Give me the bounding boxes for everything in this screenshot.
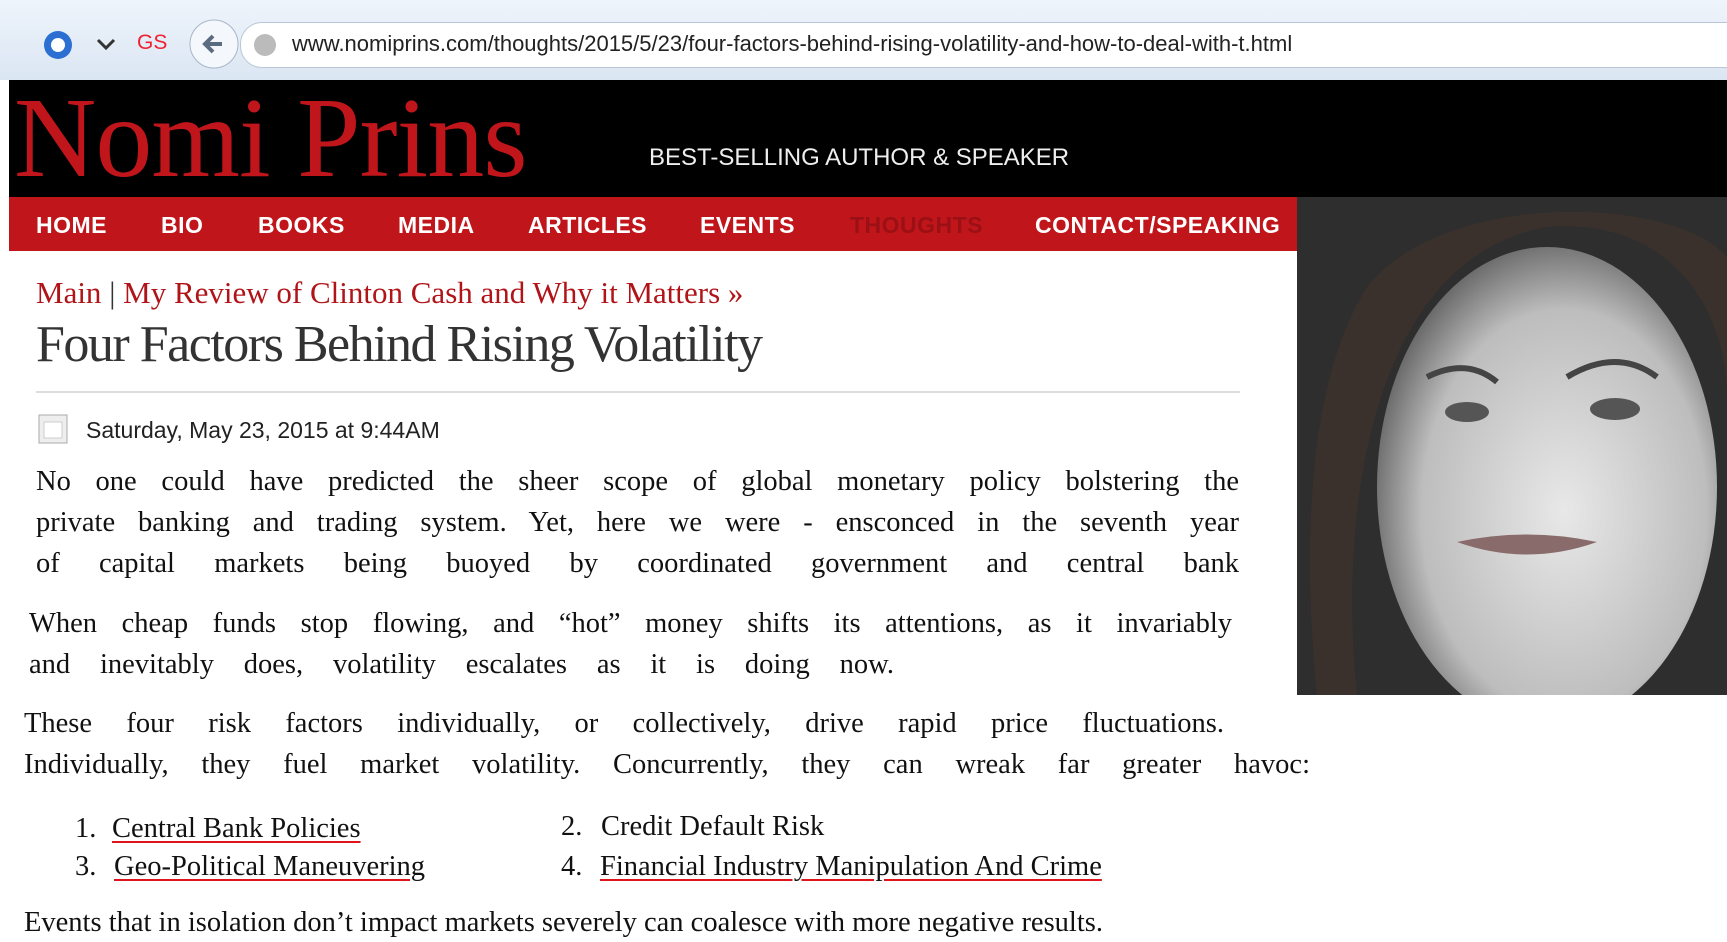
nav-link[interactable]: EVENTS xyxy=(700,212,795,239)
list-link[interactable]: Geo-Political Maneuvering xyxy=(114,851,425,883)
list-item: Credit Default Risk xyxy=(601,811,824,843)
tagline: BEST-SELLING AUTHOR & SPEAKER xyxy=(649,144,1069,172)
article-title: Four Factors Behind Rising Volatility xyxy=(36,315,762,374)
divider xyxy=(36,391,1240,393)
list-link[interactable]: Financial Industry Manipulation And Crim… xyxy=(600,851,1102,883)
list-number: 3. xyxy=(75,851,96,883)
portrait xyxy=(1297,197,1727,695)
paragraph-line: No one could have predicted the sheer sc… xyxy=(36,466,1239,498)
browser-icons xyxy=(40,28,150,62)
breadcrumb-next[interactable]: My Review of Clinton Cash and Why it Mat… xyxy=(123,275,743,310)
nav-link[interactable]: ARTICLES xyxy=(528,212,647,239)
paragraph-line: Individually, they fuel market volatilit… xyxy=(24,749,1310,781)
list-link[interactable]: Central Bank Policies xyxy=(112,813,361,845)
list-number: 2. xyxy=(561,811,582,843)
paragraph-line: private banking and trading system. Yet,… xyxy=(36,507,1239,539)
page: {"browser": {"badge": "GS", "url": "www.… xyxy=(0,0,1727,942)
paragraph-line: When cheap funds stop flowing, and “hot”… xyxy=(29,608,1232,640)
nav-link-active[interactable]: THOUGHTS xyxy=(850,212,983,239)
calendar-icon xyxy=(38,414,68,444)
list-number: 4. xyxy=(561,851,582,883)
site-title[interactable]: Nomi Prins xyxy=(14,72,527,204)
closing-line: Events that in isolation don’t impact ma… xyxy=(24,907,1103,939)
list-number: 1. xyxy=(75,813,96,845)
paragraph-line: and inevitably does, volatility escalate… xyxy=(29,649,894,681)
nav-link[interactable]: BIO xyxy=(161,212,203,239)
globe-icon xyxy=(252,32,278,58)
badge[interactable]: GS xyxy=(137,31,167,55)
nav-link[interactable]: BOOKS xyxy=(258,212,345,239)
breadcrumb: Main | My Review of Clinton Cash and Why… xyxy=(36,275,743,311)
breadcrumb-main[interactable]: Main xyxy=(36,275,101,310)
nav-link[interactable]: CONTACT/SPEAKING xyxy=(1035,212,1280,239)
post-date: Saturday, May 23, 2015 at 9:44AM xyxy=(86,417,440,444)
url-text[interactable]: www.nomiprins.com/thoughts/2015/5/23/fou… xyxy=(292,31,1292,57)
separator: | xyxy=(109,275,115,310)
paragraph-line: of capital markets being buoyed by coord… xyxy=(36,548,1239,580)
back-button[interactable] xyxy=(188,18,240,70)
paragraph-line: These four risk factors individually, or… xyxy=(24,708,1224,740)
nav-link[interactable]: HOME xyxy=(36,212,107,239)
nav-link[interactable]: MEDIA xyxy=(398,212,475,239)
